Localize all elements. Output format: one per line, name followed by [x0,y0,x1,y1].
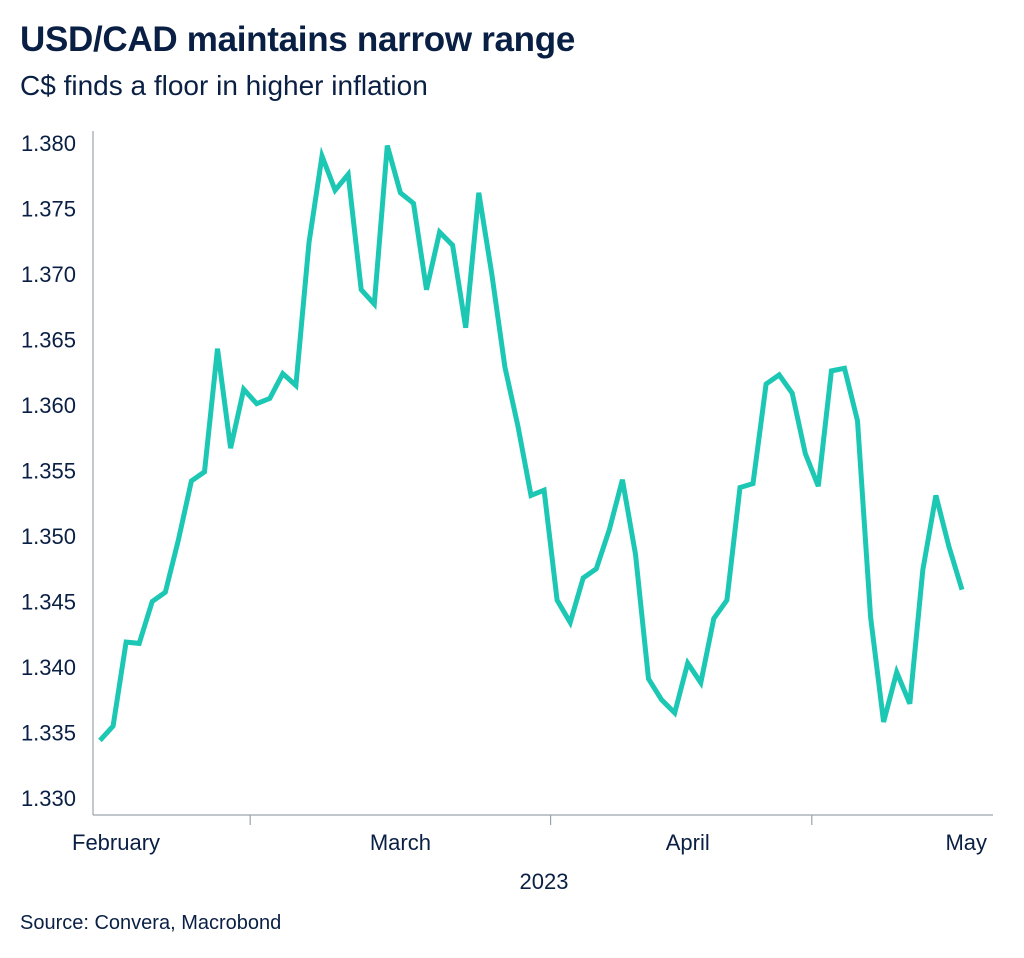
y-tick-label: 1.370 [21,262,76,287]
usdcad-line-chart: 1.330 1.335 1.340 1.345 1.350 1.355 1.360 1.365… [21,131,993,894]
series-line-usd-cad [98,144,965,743]
x-axis: February March April May 2023 [72,814,993,894]
x-tick-label: May [945,830,987,855]
x-axis-title: 2023 [520,869,569,894]
x-tick-label: February [72,830,160,855]
x-tick-label: April [666,830,710,855]
y-axis: 1.330 1.335 1.340 1.345 1.350 1.355 1.360 1.365… [21,131,94,815]
y-tick-label: 1.365 [21,328,76,353]
x-tick-label: March [370,830,431,855]
y-tick-label: 1.340 [21,655,76,680]
y-tick-label: 1.345 [21,590,76,615]
y-tick-label: 1.355 [21,459,76,484]
series-layer [98,144,965,743]
y-tick-label: 1.360 [21,393,76,418]
source-note: Source: Convera, Macrobond [20,912,282,934]
y-tick-label: 1.380 [21,131,76,156]
y-tick-label: 1.375 [21,197,76,222]
y-tick-label: 1.335 [21,721,76,746]
y-tick-label: 1.330 [21,786,76,811]
chart-subtitle: C$ finds a floor in higher inflation [20,70,428,101]
y-tick-label: 1.350 [21,524,76,549]
chart-title: USD/CAD maintains narrow range [20,20,575,59]
